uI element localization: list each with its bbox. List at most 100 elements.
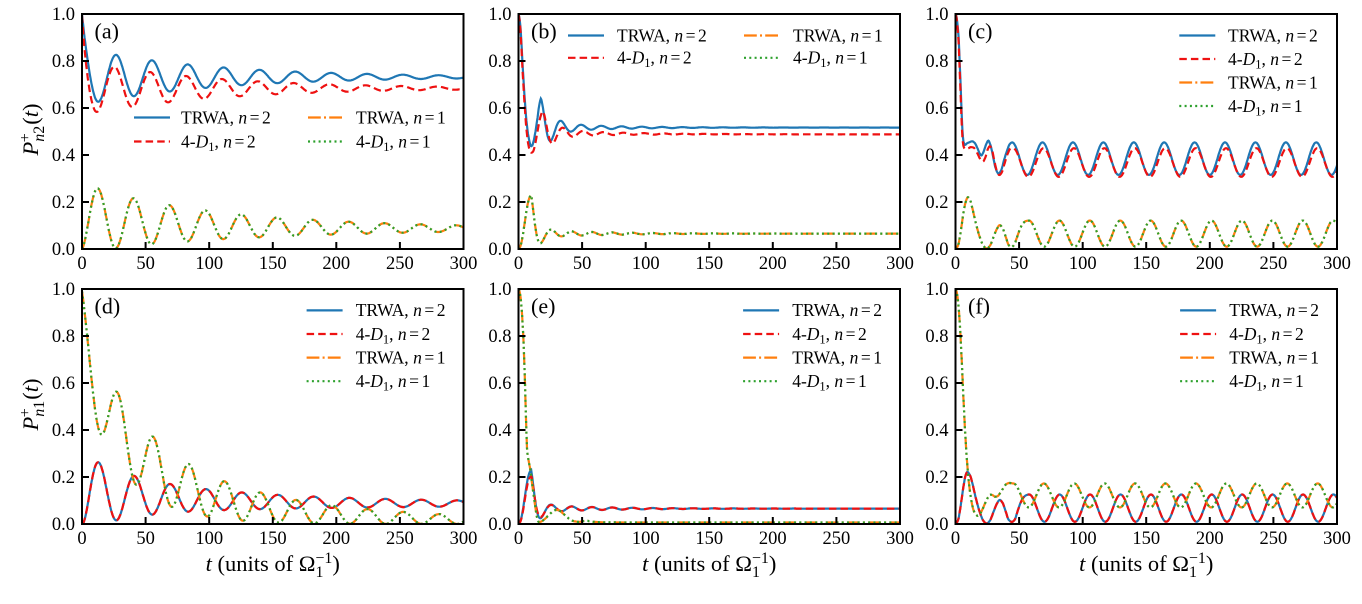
svg-text:200: 200 bbox=[759, 529, 787, 549]
svg-text:0: 0 bbox=[77, 529, 86, 549]
svg-text:TRWA, n=2: TRWA, n = 2 bbox=[181, 107, 271, 127]
svg-text:Pn2+(t): Pn2+(t) bbox=[17, 103, 48, 156]
svg-text:0: 0 bbox=[514, 529, 523, 549]
svg-text:4-D1, n=2: 4-D1, n = 2 bbox=[1229, 324, 1304, 347]
svg-text:t (units of Ω1−1): t (units of Ω1−1) bbox=[206, 550, 340, 581]
svg-text:0.6: 0.6 bbox=[488, 374, 511, 394]
svg-text:1.0: 1.0 bbox=[488, 5, 511, 25]
svg-text:250: 250 bbox=[386, 254, 414, 274]
svg-text:0.0: 0.0 bbox=[488, 240, 511, 260]
svg-text:4-D1, n=1: 4-D1, n = 1 bbox=[356, 131, 431, 154]
svg-text:4-D1, n=1: 4-D1, n = 1 bbox=[793, 48, 868, 71]
svg-text:0.2: 0.2 bbox=[488, 193, 511, 213]
svg-text:50: 50 bbox=[1010, 254, 1029, 274]
svg-text:0: 0 bbox=[77, 254, 86, 274]
svg-text:TRWA, n=1: TRWA, n = 1 bbox=[356, 347, 446, 367]
svg-text:TRWA, n=2: TRWA, n = 2 bbox=[356, 300, 446, 320]
svg-text:100: 100 bbox=[195, 254, 223, 274]
svg-text:0: 0 bbox=[514, 254, 523, 274]
svg-text:1.0: 1.0 bbox=[488, 280, 511, 300]
svg-text:150: 150 bbox=[259, 529, 287, 549]
svg-text:250: 250 bbox=[1260, 529, 1288, 549]
svg-text:200: 200 bbox=[1196, 529, 1224, 549]
svg-text:TRWA, n=2: TRWA, n = 2 bbox=[1228, 25, 1318, 45]
svg-text:250: 250 bbox=[1260, 254, 1288, 274]
svg-text:(f): (f) bbox=[968, 293, 990, 318]
svg-text:300: 300 bbox=[450, 254, 478, 274]
svg-text:50: 50 bbox=[573, 254, 592, 274]
svg-text:0.4: 0.4 bbox=[488, 146, 511, 166]
svg-text:0.2: 0.2 bbox=[925, 193, 948, 213]
svg-text:300: 300 bbox=[1323, 529, 1351, 549]
svg-text:(a): (a) bbox=[95, 18, 119, 43]
svg-text:300: 300 bbox=[450, 529, 478, 549]
svg-text:50: 50 bbox=[573, 529, 592, 549]
svg-text:4-D1, n=1: 4-D1, n = 1 bbox=[356, 371, 431, 394]
svg-text:0.0: 0.0 bbox=[925, 240, 948, 260]
svg-text:0.4: 0.4 bbox=[925, 421, 948, 441]
svg-text:4-D1, n=1: 4-D1, n = 1 bbox=[1229, 371, 1304, 394]
svg-text:0.2: 0.2 bbox=[488, 468, 511, 488]
svg-text:150: 150 bbox=[259, 254, 287, 274]
svg-text:0.8: 0.8 bbox=[925, 52, 948, 72]
svg-text:0.0: 0.0 bbox=[488, 515, 511, 535]
svg-text:200: 200 bbox=[1196, 254, 1224, 274]
svg-text:0.0: 0.0 bbox=[52, 515, 75, 535]
svg-text:300: 300 bbox=[886, 254, 914, 274]
svg-text:0.6: 0.6 bbox=[925, 99, 948, 119]
svg-text:t (units of Ω1−1): t (units of Ω1−1) bbox=[642, 550, 776, 581]
svg-text:200: 200 bbox=[322, 529, 350, 549]
svg-text:100: 100 bbox=[1069, 254, 1097, 274]
svg-text:250: 250 bbox=[823, 254, 851, 274]
svg-text:(d): (d) bbox=[95, 293, 121, 318]
svg-text:0.6: 0.6 bbox=[925, 374, 948, 394]
svg-text:0: 0 bbox=[951, 254, 960, 274]
svg-text:100: 100 bbox=[632, 254, 660, 274]
svg-text:4-D1, n=2: 4-D1, n = 2 bbox=[181, 131, 256, 154]
svg-text:1.0: 1.0 bbox=[52, 280, 75, 300]
svg-text:50: 50 bbox=[1010, 529, 1029, 549]
svg-text:0.6: 0.6 bbox=[488, 99, 511, 119]
svg-text:0.4: 0.4 bbox=[925, 146, 948, 166]
svg-text:200: 200 bbox=[322, 254, 350, 274]
svg-text:0.8: 0.8 bbox=[52, 52, 75, 72]
svg-text:50: 50 bbox=[136, 529, 155, 549]
svg-text:4-D1, n=2: 4-D1, n = 2 bbox=[1228, 49, 1303, 72]
svg-text:(b): (b) bbox=[531, 18, 557, 43]
svg-text:0.2: 0.2 bbox=[52, 193, 75, 213]
svg-text:100: 100 bbox=[1069, 529, 1097, 549]
svg-text:1.0: 1.0 bbox=[52, 5, 75, 25]
svg-text:Pn1+(t): Pn1+(t) bbox=[17, 378, 48, 431]
svg-text:TRWA, n=1: TRWA, n = 1 bbox=[356, 107, 446, 127]
svg-text:0.8: 0.8 bbox=[488, 52, 511, 72]
svg-text:(c): (c) bbox=[968, 18, 992, 43]
svg-text:0.2: 0.2 bbox=[52, 468, 75, 488]
svg-text:TRWA, n=1: TRWA, n = 1 bbox=[1229, 347, 1319, 367]
svg-text:100: 100 bbox=[195, 529, 223, 549]
svg-text:0.4: 0.4 bbox=[52, 421, 75, 441]
svg-text:50: 50 bbox=[136, 254, 155, 274]
svg-text:TRWA, n=2: TRWA, n = 2 bbox=[617, 25, 707, 45]
svg-text:300: 300 bbox=[886, 529, 914, 549]
svg-text:4-D1, n=2: 4-D1, n = 2 bbox=[617, 48, 692, 71]
svg-text:150: 150 bbox=[695, 254, 723, 274]
svg-text:0.2: 0.2 bbox=[925, 468, 948, 488]
svg-text:1.0: 1.0 bbox=[925, 5, 948, 25]
svg-text:TRWA, n=1: TRWA, n = 1 bbox=[1228, 72, 1318, 92]
svg-text:TRWA, n=2: TRWA, n = 2 bbox=[1229, 300, 1319, 320]
svg-text:t (units of Ω1−1): t (units of Ω1−1) bbox=[1079, 550, 1213, 581]
svg-text:250: 250 bbox=[386, 529, 414, 549]
svg-text:4-D1, n=1: 4-D1, n = 1 bbox=[1228, 96, 1303, 119]
svg-text:0.8: 0.8 bbox=[925, 327, 948, 347]
svg-text:250: 250 bbox=[823, 529, 851, 549]
svg-text:0.6: 0.6 bbox=[52, 374, 75, 394]
svg-text:0.6: 0.6 bbox=[52, 99, 75, 119]
svg-text:4-D1, n=2: 4-D1, n = 2 bbox=[792, 324, 867, 347]
svg-text:0.4: 0.4 bbox=[488, 421, 511, 441]
svg-text:0.0: 0.0 bbox=[925, 515, 948, 535]
svg-text:1.0: 1.0 bbox=[925, 280, 948, 300]
svg-text:0.8: 0.8 bbox=[488, 327, 511, 347]
svg-text:0.0: 0.0 bbox=[52, 240, 75, 260]
svg-text:100: 100 bbox=[632, 529, 660, 549]
svg-text:150: 150 bbox=[695, 529, 723, 549]
